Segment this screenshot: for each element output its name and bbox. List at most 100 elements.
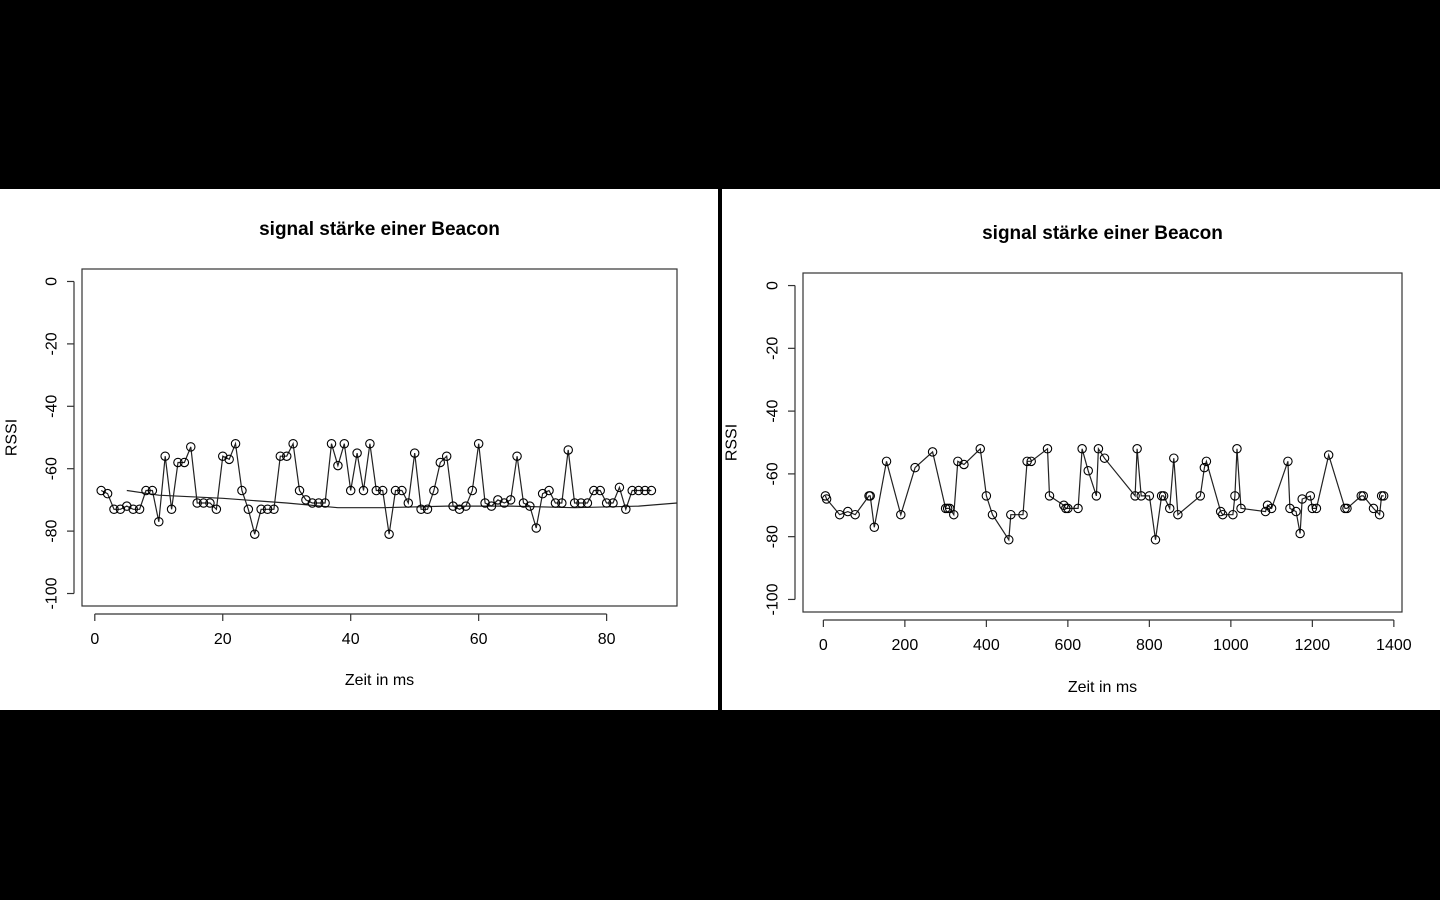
y-tick-label--60: -60: [44, 457, 61, 480]
data-point-19: [981, 491, 992, 501]
data-point-22: [237, 485, 247, 496]
data-point-8: [147, 485, 158, 496]
data-point-60: [480, 498, 490, 508]
data-point-68: [531, 523, 541, 533]
data-point-20: [224, 454, 234, 465]
x-tick-label-800: 800: [1136, 637, 1163, 654]
data-point-39: [345, 485, 356, 496]
data-point-35: [1093, 444, 1104, 454]
data-point-64: [505, 495, 516, 505]
data-point-11: [166, 504, 177, 515]
data-point-34: [1091, 491, 1102, 501]
chart-right: signal stärke einer Beacon 0 200 400 600 800 1…: [724, 223, 1412, 696]
data-point-33: [307, 498, 318, 508]
data-point-8: [881, 456, 892, 467]
data-point-32: [301, 495, 311, 505]
data-point-17: [205, 498, 215, 508]
data-point-52: [429, 485, 439, 496]
data-point-73: [1374, 509, 1385, 520]
data-point-32: [1077, 444, 1087, 454]
data-point-25: [1026, 456, 1036, 467]
chart-title: signal stärke einer Beacon: [259, 219, 500, 240]
data-point-26: [1042, 444, 1053, 454]
data-point-54: [441, 451, 452, 461]
y-tick-label--100: -100: [765, 583, 782, 615]
data-point-48: [1199, 462, 1210, 473]
data-point-72: [557, 498, 567, 508]
data-point-40: [352, 448, 362, 458]
y-tick-label--20: -20: [765, 337, 782, 360]
data-point-47: [1195, 491, 1206, 501]
chart-panel-right: signal stärke einer Beacon 0 200 400 600 800 1…: [722, 189, 1440, 710]
data-point-58: [467, 485, 478, 496]
chart-left: signal stärke einer Beacon 0 20 40 60 80 0 -20 -…: [4, 219, 678, 689]
data-point-47: [397, 485, 407, 496]
x-tick-label-0: 0: [819, 637, 828, 654]
data-point-44: [1164, 503, 1175, 514]
data-point-59: [1283, 456, 1293, 467]
data-point-48: [403, 498, 414, 508]
data-point-84: [633, 485, 644, 496]
y-tick-label--80: -80: [765, 525, 782, 548]
data-point-12: [173, 457, 183, 468]
data-point-15: [192, 498, 202, 508]
data-point-45: [384, 529, 394, 539]
x-tick-label-400: 400: [973, 637, 1000, 654]
data-point-62: [493, 495, 503, 505]
data-point-21: [230, 438, 241, 449]
data-point-55: [448, 501, 458, 511]
data-point-24: [249, 529, 260, 539]
data-point-55: [1236, 503, 1246, 514]
x-axis-label: Zeit in ms: [345, 672, 414, 689]
data-point-46: [390, 485, 401, 496]
data-point-43: [371, 485, 382, 496]
data-point-25: [256, 504, 266, 515]
data-point-16: [198, 498, 209, 508]
y-tick-label--60: -60: [765, 462, 782, 485]
data-point-7: [141, 485, 151, 496]
chart-panel-left: signal stärke einer Beacon 0 20 40 60 80 0 -20 -…: [0, 189, 718, 710]
data-point-14: [186, 442, 196, 452]
data-point-15: [949, 509, 959, 520]
trend-line: [126, 489, 678, 509]
data-point-58: [1266, 503, 1277, 514]
data-point-5: [128, 504, 138, 515]
data-point-56: [1260, 506, 1271, 517]
data-point-63: [1297, 494, 1307, 504]
data-point-61: [1291, 506, 1301, 517]
data-point-44: [377, 485, 388, 496]
data-point-46: [1173, 509, 1183, 520]
data-point-11: [927, 447, 938, 457]
data-point-67: [1323, 450, 1334, 460]
data-point-42: [365, 438, 375, 449]
data-point-17: [959, 459, 969, 470]
data-point-74: [569, 498, 580, 508]
data-point-49: [1201, 456, 1212, 467]
data-point-35: [320, 498, 330, 508]
data-point-20: [987, 509, 998, 520]
data-point-3: [115, 504, 126, 515]
y-axis-label: RSSI: [724, 424, 741, 461]
data-point-63: [499, 498, 510, 508]
data-point-23: [243, 504, 254, 515]
data-point-65: [512, 451, 522, 461]
data-point-76: [582, 498, 593, 508]
data-point-1: [102, 488, 113, 499]
data-point-28: [275, 451, 286, 461]
data-point-50: [1215, 506, 1226, 517]
data-point-62: [1295, 528, 1305, 539]
data-point-51: [422, 504, 433, 515]
data-point-71: [550, 498, 561, 508]
x-tick-label-1200: 1200: [1295, 637, 1331, 654]
data-point-16: [953, 456, 963, 467]
data-point-1: [821, 494, 832, 504]
data-point-26: [262, 504, 273, 515]
data-point-22: [1006, 509, 1016, 520]
data-point-37: [333, 460, 343, 471]
data-point-78: [595, 485, 605, 496]
data-point-24: [1022, 456, 1032, 467]
x-tick-label-200: 200: [892, 637, 919, 654]
data-point-31: [1073, 503, 1083, 514]
data-point-30: [288, 438, 298, 449]
data-point-65: [1307, 503, 1318, 514]
